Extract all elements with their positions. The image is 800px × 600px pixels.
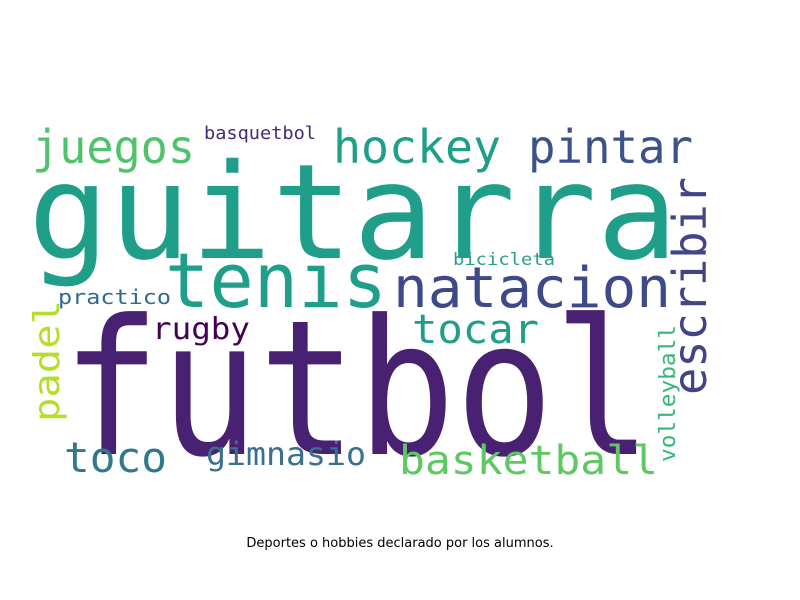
word-practico: practico bbox=[58, 285, 171, 309]
word-juegos: juegos bbox=[32, 120, 195, 174]
word-basquetbol: basquetbol bbox=[204, 123, 316, 144]
word-rugby: rugby bbox=[152, 312, 250, 347]
word-padel: padel bbox=[27, 300, 68, 422]
word-basketball: basketball bbox=[399, 438, 658, 484]
word-bicicleta: bicicleta bbox=[453, 250, 555, 270]
word-toco: toco bbox=[64, 433, 167, 482]
word-volleyball: volleyball bbox=[656, 325, 681, 462]
word-escribir: escribir bbox=[663, 177, 717, 395]
figure-caption: Deportes o hobbies declarado por los alu… bbox=[246, 536, 554, 551]
word-pintar: pintar bbox=[528, 120, 693, 174]
word-tenis: tenis bbox=[165, 236, 387, 325]
word-futbol: futbol bbox=[62, 280, 652, 499]
word-gimnasio: gimnasio bbox=[206, 435, 366, 473]
word-tocar: tocar bbox=[412, 307, 539, 353]
word-hockey: hockey bbox=[333, 120, 501, 174]
word-natacion: natacion bbox=[393, 256, 671, 321]
word-guitarra: guitarra bbox=[28, 136, 678, 290]
